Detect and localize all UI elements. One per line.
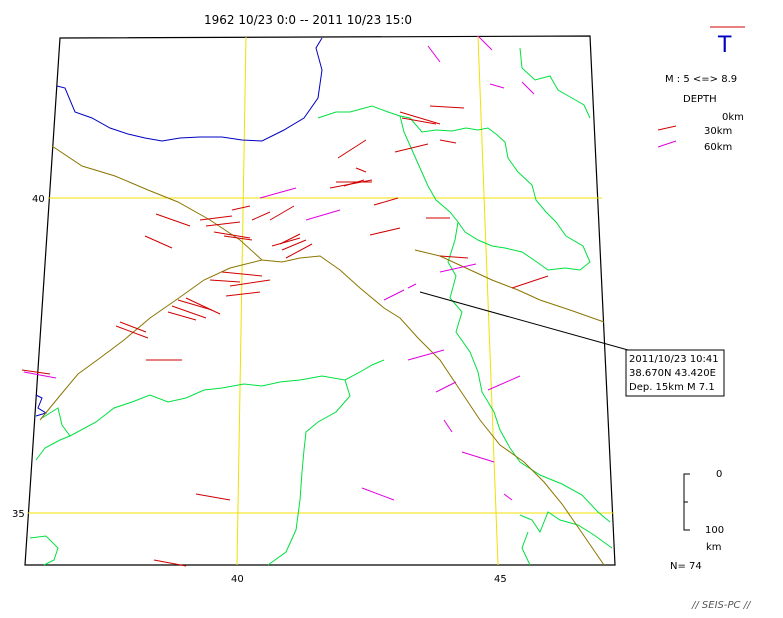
credit: // SEIS-PC // xyxy=(691,600,752,611)
depth-scale: 0 100 km xyxy=(683,469,724,553)
map-frame xyxy=(24,35,616,566)
t-axes-deep xyxy=(23,35,535,501)
scale-unit: km xyxy=(706,542,722,553)
coastline xyxy=(56,37,323,142)
event-count: N= 74 xyxy=(670,561,702,572)
event-location: 38.670N 43.420E xyxy=(629,368,716,379)
legend-line-60 xyxy=(657,140,677,148)
event-datetime: 2011/10/23 10:41 xyxy=(629,354,719,365)
lat-label-40: 40 xyxy=(32,194,45,205)
event-leader-line xyxy=(419,291,629,351)
scale-bottom-label: 100 xyxy=(705,525,724,536)
scale-top-label: 0 xyxy=(716,469,722,480)
lon-label-45: 45 xyxy=(494,574,507,585)
event-info-box: 2011/10/23 10:41 38.670N 43.420E Dep. 15… xyxy=(625,349,725,397)
legend-depth-0: 0km xyxy=(722,112,744,123)
coastline-south xyxy=(35,394,48,417)
event-depth-magnitude: Dep. 15km M 7.1 xyxy=(629,382,715,393)
legend-line-30 xyxy=(657,125,677,131)
legend-magnitude: M : 5 <=> 8.9 xyxy=(665,74,737,85)
period-title: 1962 10/23 0:0 -- 2011 10/23 15:0 xyxy=(204,13,412,27)
legend-depth-60: 60km xyxy=(704,142,732,153)
lon-label-40: 40 xyxy=(231,574,244,585)
legend-depth-30: 30km xyxy=(704,126,732,137)
graticule xyxy=(28,35,614,566)
legend-symbol: T xyxy=(717,33,732,58)
legend-depth-title: DEPTH xyxy=(683,94,717,105)
t-axes-shallow xyxy=(21,105,549,567)
lat-label-35: 35 xyxy=(12,509,25,520)
borders xyxy=(29,47,613,566)
legend: T M : 5 <=> 8.9 DEPTH 0km 30km 60km xyxy=(657,26,745,153)
